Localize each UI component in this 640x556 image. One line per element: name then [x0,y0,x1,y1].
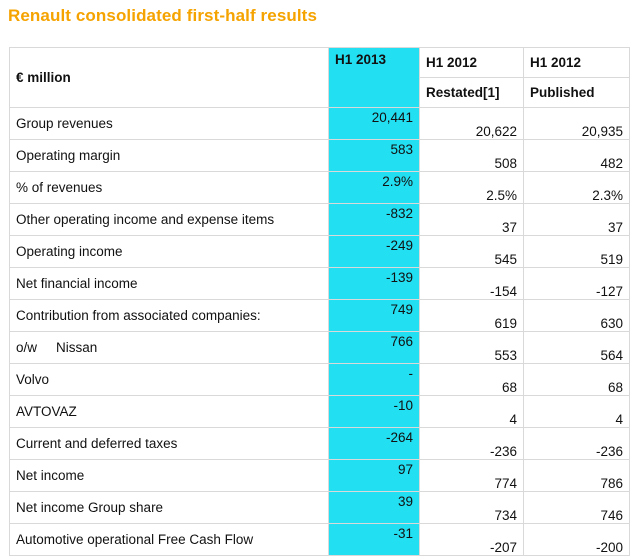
row-label: Operating income [9,235,329,268]
table-row: Volvo - 68 68 [9,363,630,396]
cell-h1-2013: - [328,363,420,396]
cell-h1-2012-published: 786 [523,459,630,492]
cell-h1-2012-restated: 774 [419,459,524,492]
cell-h1-2013: -139 [328,267,420,300]
table-row: AVTOVAZ -10 4 4 [9,395,630,428]
cell-h1-2013: 583 [328,139,420,172]
cell-h1-2012-published: 482 [523,139,630,172]
table-row: Contribution from associated companies: … [9,299,630,332]
cell-h1-2012-restated: 20,622 [419,107,524,140]
cell-h1-2012-published: -200 [523,523,630,556]
row-label: Net income Group share [9,491,329,524]
column-header-h1-2012-restated: H1 2012 [419,47,524,78]
cell-h1-2012-restated: -207 [419,523,524,556]
cell-h1-2013: 766 [328,331,420,364]
cell-h1-2013: 2.9% [328,171,420,204]
row-label-text: Nissan [56,340,98,355]
cell-h1-2013: 749 [328,299,420,332]
row-label: Operating margin [9,139,329,172]
row-label: Net income [9,459,329,492]
table-row: Net income 97 774 786 [9,459,630,492]
table-row: Other operating income and expense items… [9,203,630,236]
cell-h1-2012-restated: 619 [419,299,524,332]
cell-h1-2012-restated: 4 [419,395,524,428]
cell-h1-2012-published: 20,935 [523,107,630,140]
cell-h1-2012-published: 564 [523,331,630,364]
cell-h1-2012-published: 630 [523,299,630,332]
cell-h1-2013: -31 [328,523,420,556]
row-label: AVTOVAZ [9,395,329,428]
cell-h1-2013: 39 [328,491,420,524]
column-header-h1-2013: H1 2013 [328,47,420,108]
cell-h1-2012-restated: 37 [419,203,524,236]
cell-h1-2012-published: 68 [523,363,630,396]
results-table: € million H1 2013 H1 2012 H1 2012 Restat… [9,47,630,556]
row-label: o/w Nissan [9,331,329,364]
cell-h1-2012-published: 37 [523,203,630,236]
page-title: Renault consolidated first-half results [8,6,318,25]
row-prefix: o/w [16,340,38,355]
cell-h1-2012-restated: 545 [419,235,524,268]
row-label: Current and deferred taxes [9,427,329,460]
row-label: Automotive operational Free Cash Flow [9,523,329,556]
row-label: Net financial income [9,267,329,300]
table-row: Operating income -249 545 519 [9,235,630,268]
cell-h1-2012-restated: 2.5% [419,171,524,204]
row-label: Contribution from associated companies: [9,299,329,332]
row-label: Volvo [9,363,329,396]
table-row: Current and deferred taxes -264 -236 -23… [9,427,630,460]
column-header-h1-2012-published: H1 2012 [523,47,630,78]
cell-h1-2012-published: 746 [523,491,630,524]
column-subheader-restated: Restated[1] [419,77,524,108]
cell-h1-2012-published: 2.3% [523,171,630,204]
row-label: Group revenues [9,107,329,140]
header-row-1: € million H1 2013 H1 2012 H1 2012 [9,47,630,108]
header-row-2: Restated[1] Published [10,77,630,108]
table-row: o/w Nissan 766 553 564 [9,331,630,364]
cell-h1-2012-restated: 553 [419,331,524,364]
column-subheader-published: Published [523,77,630,108]
cell-h1-2013: 97 [328,459,420,492]
table-row: Net financial income -139 -154 -127 [9,267,630,300]
cell-h1-2013: 20,441 [328,107,420,140]
cell-h1-2013: -10 [328,395,420,428]
cell-h1-2012-published: 4 [523,395,630,428]
table-row: Operating margin 583 508 482 [9,139,630,172]
cell-h1-2012-restated: 508 [419,139,524,172]
cell-h1-2012-restated: 734 [419,491,524,524]
table-row: % of revenues 2.9% 2.5% 2.3% [9,171,630,204]
table-row: Group revenues 20,441 20,622 20,935 [9,107,630,140]
table-row: Net income Group share 39 734 746 [9,491,630,524]
cell-h1-2012-restated: -154 [419,267,524,300]
cell-h1-2013: -832 [328,203,420,236]
cell-h1-2012-restated: -236 [419,427,524,460]
table-row: Automotive operational Free Cash Flow -3… [9,523,630,556]
cell-h1-2013: -264 [328,427,420,460]
cell-h1-2012-restated: 68 [419,363,524,396]
cell-h1-2012-published: 519 [523,235,630,268]
unit-label: € million [9,47,329,108]
cell-h1-2012-published: -127 [523,267,630,300]
cell-h1-2013: -249 [328,235,420,268]
cell-h1-2012-published: -236 [523,427,630,460]
row-label: Other operating income and expense items [9,203,329,236]
row-label: % of revenues [9,171,329,204]
